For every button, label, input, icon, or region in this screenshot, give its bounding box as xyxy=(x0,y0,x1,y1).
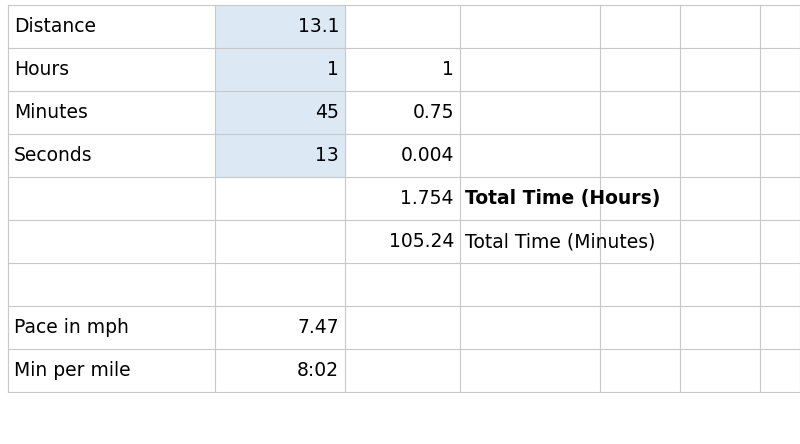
Bar xyxy=(680,91,760,134)
Text: 1.754: 1.754 xyxy=(401,189,454,208)
Bar xyxy=(680,349,760,392)
Text: 13.1: 13.1 xyxy=(298,17,339,36)
Bar xyxy=(760,91,800,134)
Bar xyxy=(760,48,800,91)
Bar xyxy=(215,349,345,392)
Bar xyxy=(600,263,680,306)
Bar xyxy=(215,91,345,134)
Bar xyxy=(600,306,680,349)
Bar xyxy=(460,349,600,392)
Text: 1: 1 xyxy=(327,60,339,79)
Bar xyxy=(215,5,345,48)
Bar xyxy=(760,177,800,220)
Text: 0.004: 0.004 xyxy=(401,146,454,165)
Bar xyxy=(460,263,600,306)
Bar xyxy=(460,5,600,48)
Bar xyxy=(600,349,680,392)
Bar xyxy=(215,220,345,263)
Text: Pace in mph: Pace in mph xyxy=(14,318,129,337)
Bar xyxy=(8,306,215,349)
Bar xyxy=(345,91,460,134)
Bar xyxy=(460,220,600,263)
Bar xyxy=(600,220,680,263)
Bar xyxy=(600,91,680,134)
Text: Seconds: Seconds xyxy=(14,146,93,165)
Bar xyxy=(760,220,800,263)
Text: 105.24: 105.24 xyxy=(389,232,454,251)
Text: Distance: Distance xyxy=(14,17,96,36)
Bar xyxy=(8,177,215,220)
Bar xyxy=(215,177,345,220)
Bar xyxy=(345,220,460,263)
Bar xyxy=(680,263,760,306)
Text: 0.75: 0.75 xyxy=(413,103,454,122)
Text: Total Time (Hours): Total Time (Hours) xyxy=(465,189,660,208)
Bar xyxy=(760,263,800,306)
Bar xyxy=(215,48,345,91)
Text: 13: 13 xyxy=(315,146,339,165)
Bar xyxy=(760,349,800,392)
Bar xyxy=(680,220,760,263)
Bar xyxy=(345,263,460,306)
Text: Total Time (Minutes): Total Time (Minutes) xyxy=(465,232,655,251)
Text: 45: 45 xyxy=(315,103,339,122)
Bar xyxy=(460,306,600,349)
Bar xyxy=(680,48,760,91)
Text: Min per mile: Min per mile xyxy=(14,361,130,380)
Bar xyxy=(215,263,345,306)
Bar xyxy=(460,91,600,134)
Bar xyxy=(600,5,680,48)
Bar xyxy=(760,134,800,177)
Text: Hours: Hours xyxy=(14,60,69,79)
Bar xyxy=(460,134,600,177)
Text: 1: 1 xyxy=(442,60,454,79)
Bar xyxy=(600,134,680,177)
Bar xyxy=(215,306,345,349)
Bar xyxy=(8,48,215,91)
Bar xyxy=(8,263,215,306)
Bar xyxy=(760,5,800,48)
Bar xyxy=(680,134,760,177)
Bar xyxy=(680,306,760,349)
Bar xyxy=(345,349,460,392)
Bar xyxy=(8,220,215,263)
Bar xyxy=(460,48,600,91)
Bar xyxy=(345,5,460,48)
Bar xyxy=(8,349,215,392)
Bar xyxy=(680,5,760,48)
Bar xyxy=(345,48,460,91)
Text: Minutes: Minutes xyxy=(14,103,88,122)
Bar xyxy=(680,177,760,220)
Bar xyxy=(345,306,460,349)
Bar xyxy=(215,134,345,177)
Bar xyxy=(8,91,215,134)
Bar xyxy=(8,134,215,177)
Bar xyxy=(600,48,680,91)
Text: 7.47: 7.47 xyxy=(298,318,339,337)
Bar xyxy=(460,177,600,220)
Bar xyxy=(8,5,215,48)
Text: 8:02: 8:02 xyxy=(297,361,339,380)
Bar xyxy=(345,134,460,177)
Bar xyxy=(760,306,800,349)
Bar xyxy=(345,177,460,220)
Bar xyxy=(600,177,680,220)
